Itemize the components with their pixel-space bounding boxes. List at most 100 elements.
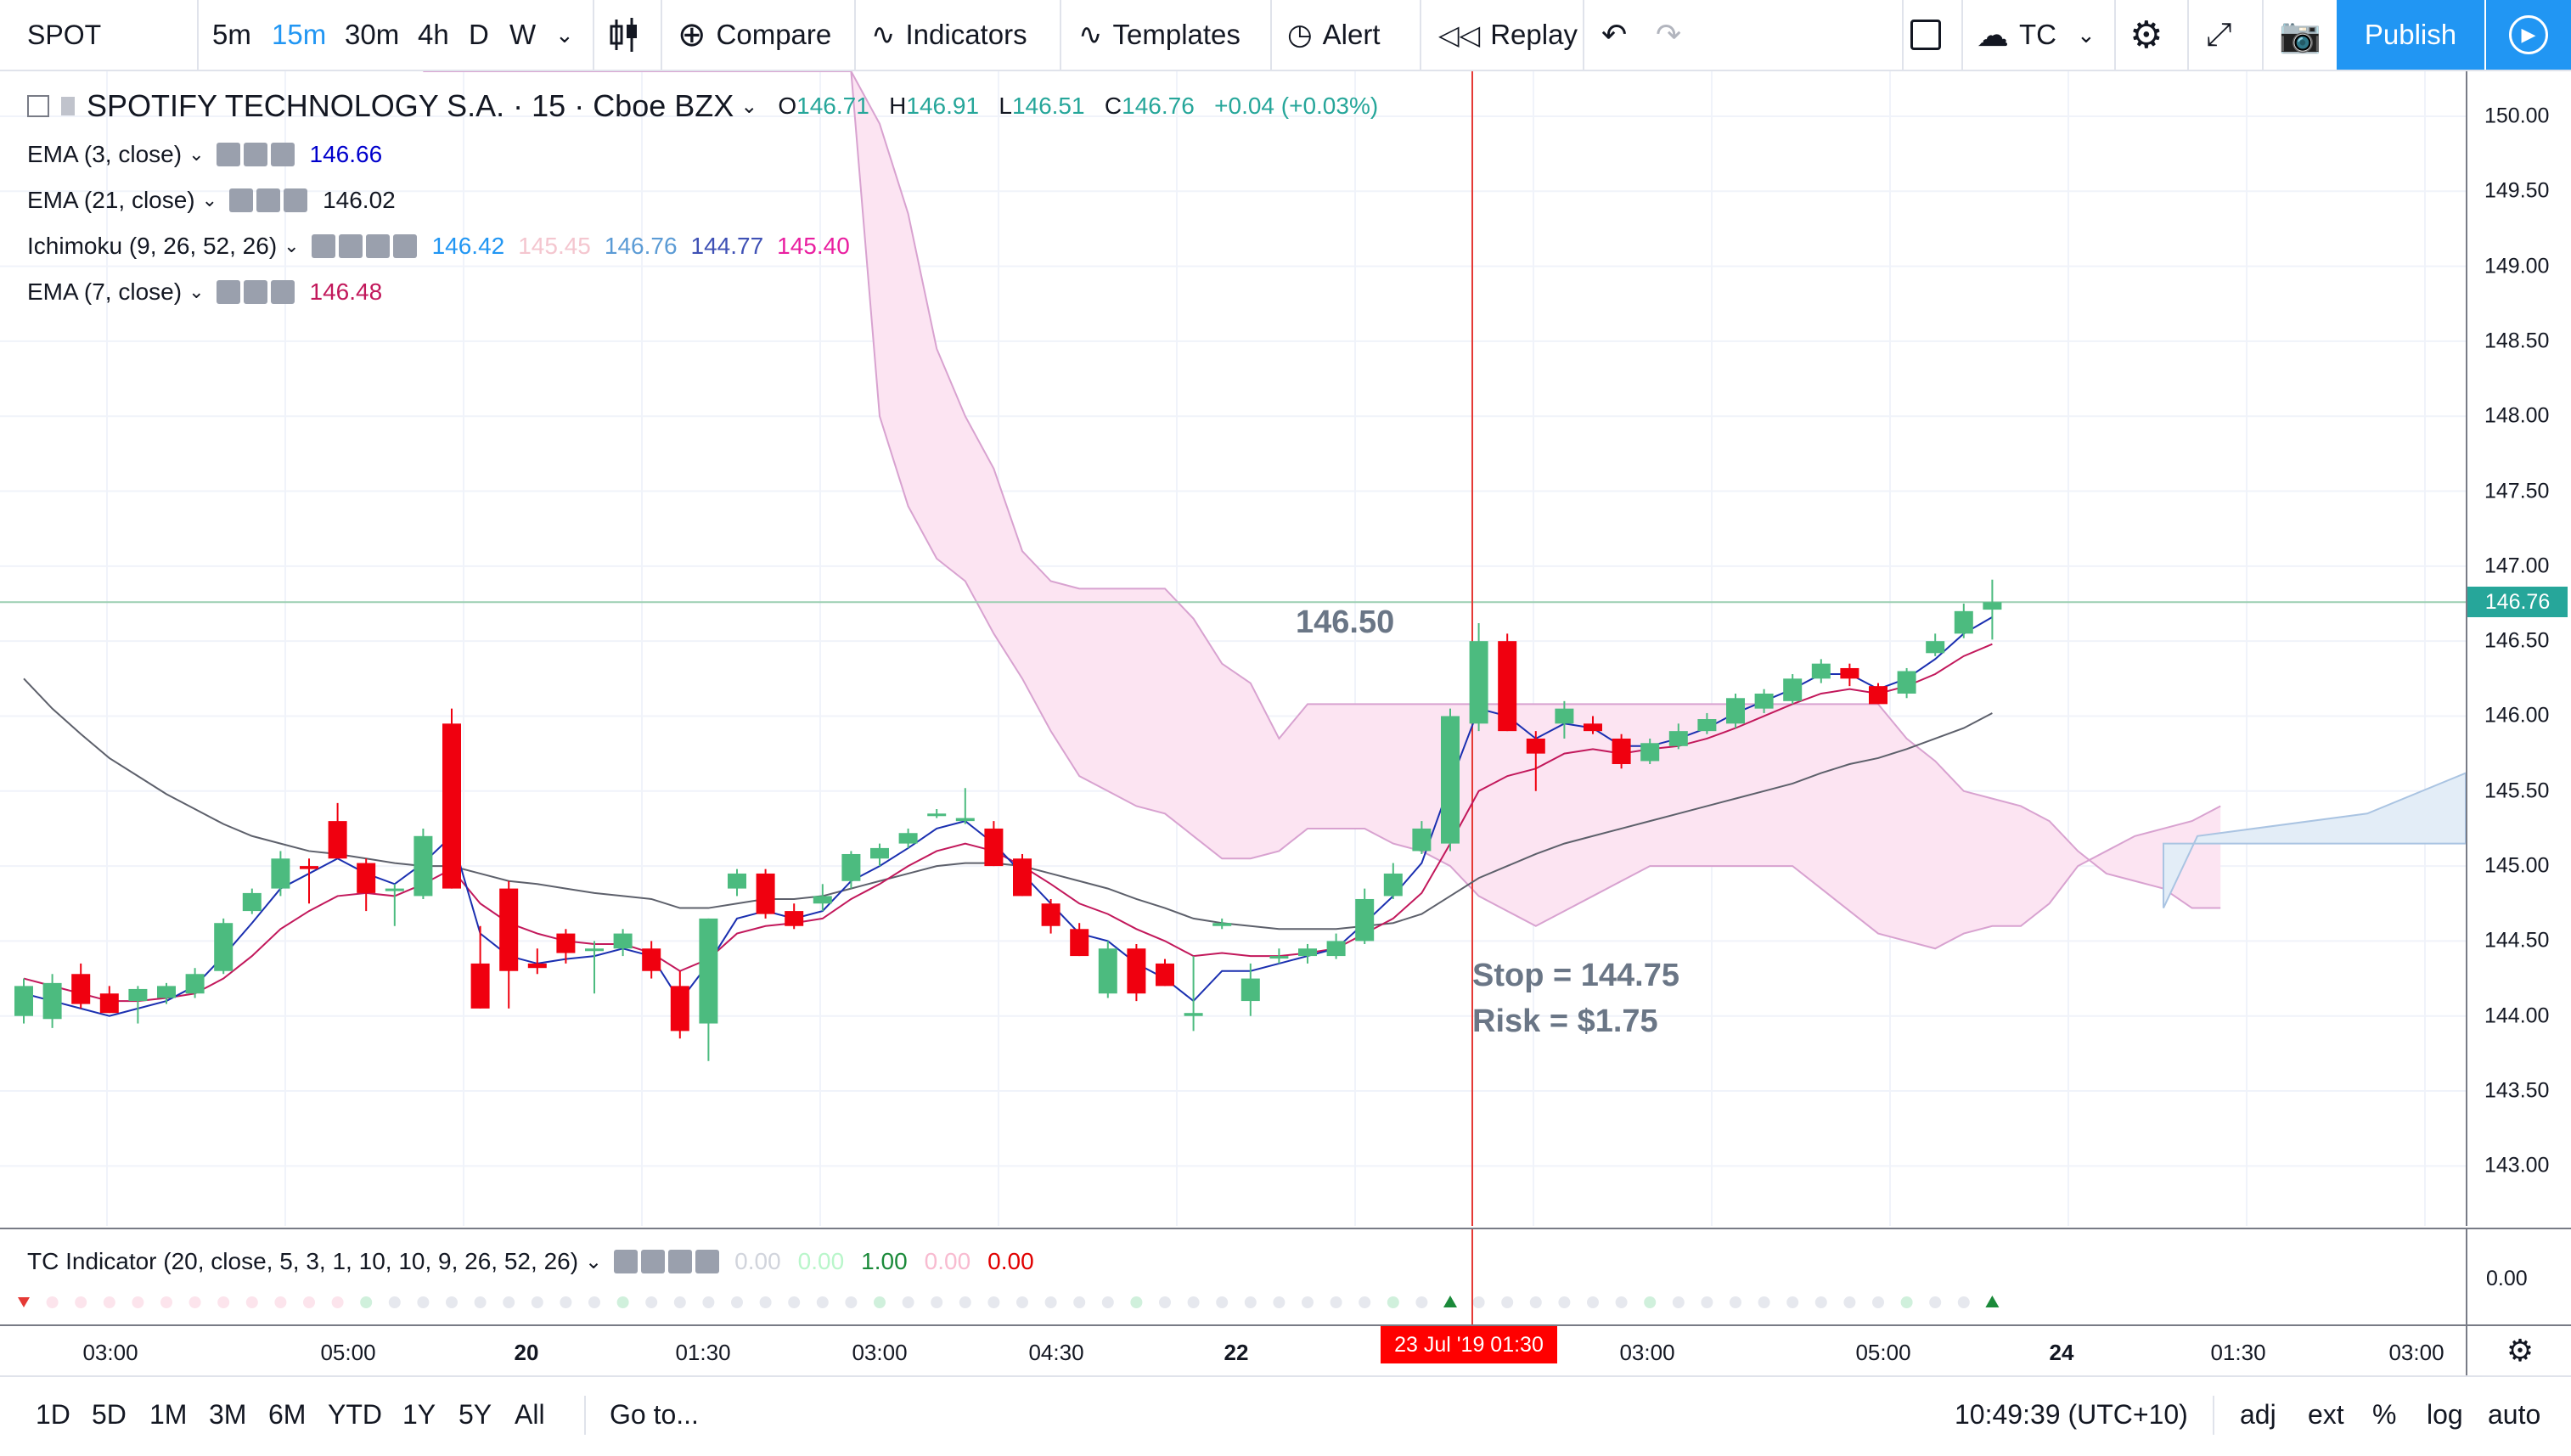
- interval-15m[interactable]: 15m: [272, 0, 326, 70]
- gear-icon[interactable]: [338, 234, 363, 258]
- eye-icon[interactable]: [216, 280, 240, 304]
- snapshot-button[interactable]: 📷: [2279, 0, 2321, 70]
- layout-button[interactable]: ☁ TC ⌄: [1977, 0, 2096, 70]
- divider: [2114, 0, 2116, 70]
- gear-icon[interactable]: [243, 143, 267, 166]
- gear-icon[interactable]: [243, 280, 267, 304]
- candle-up: [1926, 641, 1945, 654]
- templates-button[interactable]: ∿ Templates: [1078, 0, 1240, 70]
- interval-30m[interactable]: 30m: [345, 0, 399, 70]
- time-axis[interactable]: 03:00 05:00 20 01:30 03:00 04:30 22 03:00 05:00 2…: [0, 1324, 2466, 1375]
- divider: [593, 0, 594, 70]
- publish-video-button[interactable]: ▶: [2486, 0, 2571, 70]
- candle-up: [1240, 978, 1260, 1002]
- indicator-value: 145.45: [518, 233, 591, 259]
- percent-toggle[interactable]: %: [2372, 1399, 2397, 1430]
- alert-button[interactable]: ◷ Alert: [1287, 0, 1381, 70]
- indicator-legend-row[interactable]: EMA (21, close) ⌄ 146.02: [27, 187, 409, 214]
- chevron-down-icon[interactable]: ⌄: [201, 189, 218, 211]
- signal-dot: [303, 1296, 315, 1308]
- chart-settings-gear-icon[interactable]: ⚙: [2466, 1324, 2571, 1375]
- interval-label: D: [469, 19, 489, 50]
- divider: [584, 1396, 586, 1435]
- source-code-icon[interactable]: [668, 1250, 693, 1273]
- close-icon[interactable]: [392, 234, 417, 258]
- candle-up: [841, 853, 861, 881]
- log-toggle[interactable]: log: [2427, 1399, 2463, 1430]
- interval-5m[interactable]: 5m: [212, 0, 251, 70]
- chevron-down-icon[interactable]: ⌄: [188, 281, 205, 302]
- price-chart[interactable]: [0, 71, 2466, 1226]
- level-annotation[interactable]: 146.50: [1296, 604, 1395, 640]
- fullscreen-button[interactable]: ⤢: [2206, 0, 2231, 70]
- stop-annotation[interactable]: Stop = 144.75: [1472, 958, 1679, 993]
- close-icon[interactable]: [270, 143, 295, 166]
- candle-down: [1840, 667, 1859, 679]
- up-arrow-icon: [1985, 1296, 2000, 1307]
- close-icon[interactable]: [695, 1250, 720, 1273]
- chart-pane[interactable]: [0, 71, 2466, 1226]
- candle-up: [699, 918, 718, 1024]
- risk-annotation[interactable]: Risk = $1.75: [1472, 1003, 1658, 1039]
- fullscreen-toggle-button[interactable]: [1910, 0, 1941, 70]
- eye-icon[interactable]: [229, 188, 254, 212]
- range-1d[interactable]: 1D: [36, 1399, 70, 1430]
- range-1m[interactable]: 1M: [149, 1399, 188, 1430]
- range-5y[interactable]: 5Y: [459, 1399, 492, 1430]
- auto-toggle[interactable]: auto: [2488, 1399, 2541, 1430]
- eye-icon[interactable]: [311, 234, 335, 258]
- expand-icon: ⤢: [2206, 16, 2232, 53]
- range-3m[interactable]: 3M: [209, 1399, 247, 1430]
- square-icon: [1910, 20, 1941, 50]
- chart-type-button[interactable]: [608, 0, 640, 70]
- interval-d[interactable]: D: [469, 0, 489, 70]
- candle-down: [1612, 738, 1631, 764]
- indicator-legend-row[interactable]: EMA (7, close) ⌄ 146.48: [27, 278, 396, 306]
- layout-label: TC: [2019, 19, 2056, 50]
- range-all[interactable]: All: [515, 1399, 545, 1430]
- symbol-search[interactable]: SPOT: [27, 0, 101, 70]
- indicators-button[interactable]: ∿ Indicators: [871, 0, 1027, 70]
- interval-4h[interactable]: 4h: [418, 0, 449, 70]
- settings-button[interactable]: ⚙: [2129, 0, 2163, 70]
- ext-toggle[interactable]: ext: [2308, 1399, 2344, 1430]
- clock-timezone[interactable]: 10:49:39 (UTC+10): [1955, 1399, 2188, 1430]
- flag-icon[interactable]: [61, 97, 75, 115]
- signal-dot: [1330, 1296, 1342, 1308]
- compare-button[interactable]: ⊕ Compare: [678, 0, 831, 70]
- source-code-icon[interactable]: [365, 234, 390, 258]
- signal-dot: [1244, 1296, 1257, 1308]
- gear-icon[interactable]: [256, 188, 281, 212]
- redo-button[interactable]: ↷: [1656, 0, 1681, 70]
- close-icon[interactable]: [270, 280, 295, 304]
- price-axis-label: 146.00: [2484, 703, 2550, 728]
- publish-button[interactable]: Publish: [2337, 0, 2484, 70]
- open-label: O: [778, 93, 797, 119]
- chevron-down-icon[interactable]: ⌄: [585, 1250, 603, 1273]
- eye-icon[interactable]: [216, 143, 240, 166]
- redo-icon: ↷: [1656, 17, 1682, 52]
- signal-dot: [360, 1296, 373, 1308]
- range-ytd[interactable]: YTD: [328, 1399, 382, 1430]
- collapse-icon[interactable]: [27, 95, 49, 117]
- interval-dropdown-chevron-icon[interactable]: ⌄: [555, 21, 574, 48]
- eye-icon[interactable]: [614, 1250, 639, 1273]
- indicator-value: 146.66: [309, 141, 383, 167]
- chevron-down-icon[interactable]: ⌄: [188, 143, 205, 165]
- indicator-legend-row[interactable]: EMA (3, close) ⌄ 146.66: [27, 141, 396, 168]
- interval-w[interactable]: W: [509, 0, 536, 70]
- tc-indicator-pane[interactable]: TC Indicator (20, close, 5, 3, 1, 10, 10…: [0, 1228, 2466, 1326]
- goto-button[interactable]: Go to...: [610, 1399, 699, 1430]
- undo-button[interactable]: ↶: [1601, 0, 1627, 70]
- range-6m[interactable]: 6M: [268, 1399, 307, 1430]
- close-icon[interactable]: [284, 188, 308, 212]
- range-1y[interactable]: 1Y: [402, 1399, 436, 1430]
- indicator-legend-row[interactable]: Ichimoku (9, 26, 52, 26) ⌄ 146.42 145.45 146…: [27, 233, 864, 260]
- price-axis[interactable]: [2466, 71, 2571, 1226]
- chevron-down-icon[interactable]: ⌄: [284, 235, 300, 256]
- adj-toggle[interactable]: adj: [2240, 1399, 2276, 1430]
- range-5d[interactable]: 5D: [92, 1399, 127, 1430]
- replay-button[interactable]: ◁◁ Replay: [1438, 0, 1578, 70]
- gear-icon[interactable]: [641, 1250, 666, 1273]
- chevron-down-icon[interactable]: ⌄: [740, 94, 758, 118]
